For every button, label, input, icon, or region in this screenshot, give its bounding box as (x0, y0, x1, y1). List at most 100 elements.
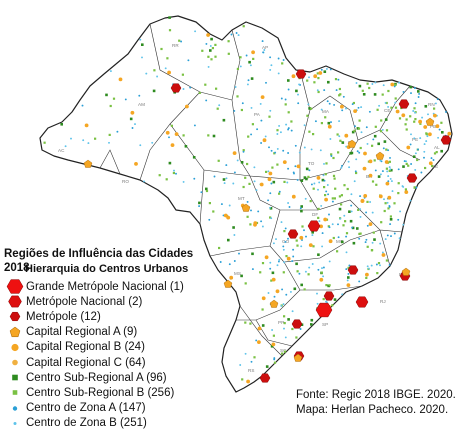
city-marker (262, 51, 265, 54)
svg-text:PE: PE (412, 137, 418, 142)
city-marker (423, 125, 428, 129)
city-marker (337, 78, 340, 81)
city-marker (299, 235, 304, 240)
city-marker (370, 249, 373, 252)
city-marker (384, 238, 387, 241)
city-marker (387, 149, 390, 152)
city-marker (344, 220, 347, 223)
city-marker (287, 202, 290, 204)
city-marker (380, 119, 383, 122)
city-marker (240, 161, 244, 164)
city-marker (182, 134, 185, 137)
city-marker (138, 94, 141, 97)
city-marker (345, 235, 348, 238)
city-marker (317, 90, 320, 94)
city-marker (283, 350, 287, 353)
city-marker (255, 189, 258, 192)
city-marker (327, 193, 330, 196)
city-marker (297, 102, 300, 105)
svg-text:RN: RN (428, 102, 435, 107)
city-marker (342, 224, 345, 227)
city-marker (371, 83, 374, 85)
city-marker (344, 133, 349, 138)
city-marker (394, 83, 397, 86)
city-marker (230, 33, 233, 36)
city-marker (246, 215, 249, 218)
city-marker (389, 168, 392, 171)
city-marker (261, 296, 266, 301)
city-marker (251, 123, 254, 126)
city-marker (175, 172, 177, 175)
city-marker (235, 32, 238, 34)
city-marker (277, 72, 280, 75)
legend-item-label: Capital Regional B (24) (26, 341, 145, 354)
city-marker (259, 102, 262, 105)
city-marker (347, 160, 350, 163)
city-marker (212, 134, 216, 138)
city-marker (194, 30, 197, 33)
city-marker (204, 83, 207, 86)
city-marker (336, 133, 339, 136)
city-marker (272, 242, 275, 245)
city-marker (299, 207, 302, 210)
city-marker (334, 187, 337, 190)
city-marker (264, 255, 269, 260)
city-marker (365, 126, 368, 129)
city-marker (267, 177, 272, 182)
city-marker (350, 193, 353, 196)
city-marker (379, 130, 383, 133)
city-marker (275, 289, 280, 294)
city-marker (356, 227, 359, 230)
city-marker (295, 89, 298, 93)
city-marker (249, 64, 252, 67)
city-marker (273, 361, 277, 364)
city-marker (425, 140, 428, 143)
city-marker (141, 56, 143, 59)
city-marker (366, 82, 369, 85)
city-marker (338, 120, 341, 123)
city-marker (284, 240, 287, 243)
city-marker (310, 323, 313, 326)
square-icon (12, 374, 18, 381)
city-marker (253, 221, 258, 226)
city-marker (432, 159, 435, 161)
city-marker (250, 360, 253, 363)
city-marker (369, 201, 372, 203)
city-marker (339, 217, 342, 220)
city-marker (262, 138, 267, 143)
city-marker (383, 209, 386, 213)
city-marker (280, 221, 283, 224)
city-marker (366, 142, 369, 145)
map-credits: Fonte: Regic 2018 IBGE. 2020. Mapa: Herl… (296, 388, 455, 418)
city-marker (343, 184, 346, 187)
legend-subtitle: Hierarquia do Centros Urbanos (25, 263, 189, 275)
city-marker (205, 42, 208, 45)
city-marker (309, 200, 312, 203)
city-marker (268, 171, 273, 176)
city-marker (236, 67, 239, 70)
city-marker (267, 170, 270, 173)
legend-item-label: Grande Metrópole Nacional (1) (26, 280, 184, 293)
city-marker (241, 378, 244, 381)
city-marker (347, 266, 350, 269)
legend-item-label: Centro de Zona B (251) (26, 417, 147, 430)
city-marker (444, 110, 447, 113)
city-marker (166, 57, 169, 60)
city-marker (255, 339, 258, 342)
city-marker (304, 270, 307, 273)
city-marker (283, 180, 286, 183)
city-marker (304, 197, 307, 200)
city-marker (332, 156, 335, 160)
city-marker (322, 275, 325, 278)
city-marker (379, 264, 381, 267)
city-marker (278, 124, 281, 127)
city-marker (252, 57, 255, 60)
city-marker (251, 50, 256, 55)
city-marker (296, 164, 301, 169)
hexagon-icon (8, 295, 22, 308)
city-marker (378, 104, 381, 107)
city-marker (424, 166, 427, 170)
city-marker (311, 234, 314, 237)
city-marker (165, 130, 170, 135)
